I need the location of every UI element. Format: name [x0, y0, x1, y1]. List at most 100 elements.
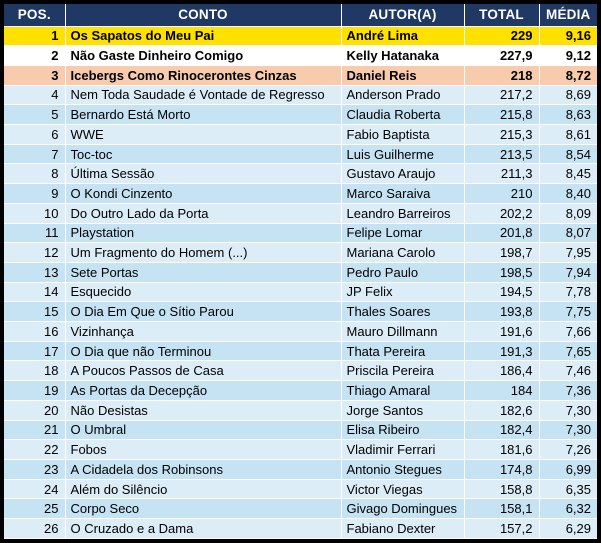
table-row: 4 Nem Toda Saudade é Vontade de Regresso A…: [4, 85, 597, 106]
pos-cell: 11: [4, 223, 66, 244]
media-cell: 7,78: [539, 282, 597, 303]
conto-cell: Um Fragmento do Homem (...): [65, 242, 342, 263]
table-row: 16 Vizinhança Mauro Dillmann 191,6 7,66: [4, 321, 597, 342]
media-cell: 6,99: [539, 459, 597, 480]
total-cell: 191,6: [464, 321, 540, 342]
autor-cell: Leandro Barreiros: [341, 203, 465, 224]
column-header-conto: CONTO: [65, 4, 342, 27]
autor-cell: Fabio Baptista: [341, 124, 465, 145]
pos-cell: 3: [4, 65, 66, 86]
total-cell: 157,2: [464, 518, 540, 539]
autor-cell: André Lima: [341, 26, 465, 47]
media-cell: 8,72: [539, 65, 597, 86]
conto-cell: Corpo Seco: [65, 498, 342, 520]
conto-cell: Sete Portas: [65, 262, 342, 283]
total-cell: 213,5: [464, 144, 540, 165]
autor-cell: Elisa Ribeiro: [341, 420, 465, 441]
pos-cell: 18: [4, 360, 66, 382]
total-cell: 198,5: [464, 262, 540, 283]
conto-cell: Não Desistas: [65, 400, 342, 421]
media-cell: 7,94: [539, 262, 597, 283]
pos-cell: 26: [4, 518, 66, 539]
pos-cell: 10: [4, 203, 66, 224]
media-cell: 8,61: [539, 124, 597, 145]
total-cell: 215,8: [464, 104, 540, 126]
column-header-pos: POS.: [4, 4, 66, 27]
table-row: 3 Icebergs Como Rinocerontes Cinzas Daniel…: [4, 65, 597, 86]
total-cell: 202,2: [464, 203, 540, 224]
total-cell: 217,2: [464, 85, 540, 106]
total-cell: 158,8: [464, 479, 540, 500]
total-cell: 227,9: [464, 45, 540, 66]
conto-cell: O Cruzado e a Dama: [65, 518, 342, 539]
column-header-autor: AUTOR(A): [341, 4, 465, 27]
total-cell: 210: [464, 183, 540, 204]
total-cell: 158,1: [464, 498, 540, 520]
autor-cell: Mauro Dillmann: [341, 321, 465, 342]
media-cell: 7,26: [539, 439, 597, 460]
pos-cell: 13: [4, 262, 66, 283]
table-row: 20 Não Desistas Jorge Santos 182,6 7,30: [4, 400, 597, 421]
conto-cell: Além do Silêncio: [65, 479, 342, 500]
media-cell: 8,45: [539, 163, 597, 185]
autor-cell: Thales Soares: [341, 301, 465, 323]
table-row: 23 A Cidadela dos Robinsons Antonio Stegue…: [4, 459, 597, 480]
autor-cell: Thata Pereira: [341, 341, 465, 362]
pos-cell: 22: [4, 439, 66, 460]
pos-cell: 2: [4, 45, 66, 66]
table-row: 24 Além do Silêncio Victor Viegas 158,8 6,35: [4, 479, 597, 500]
autor-cell: Givago Domingues: [341, 498, 465, 520]
total-cell: 174,8: [464, 459, 540, 480]
conto-cell: Nem Toda Saudade é Vontade de Regresso: [65, 85, 342, 106]
table-row: 13 Sete Portas Pedro Paulo 198,5 7,94: [4, 262, 597, 283]
media-cell: 7,46: [539, 360, 597, 382]
table-row: 22 Fobos Vladimir Ferrari 181,6 7,26: [4, 439, 597, 460]
autor-cell: Antonio Stegues: [341, 459, 465, 480]
media-cell: 8,63: [539, 104, 597, 126]
table-row: 2 Não Gaste Dinheiro Comigo Kelly Hatanaka…: [4, 45, 597, 66]
media-cell: 7,30: [539, 420, 597, 441]
column-header-media: MÉDIA: [539, 4, 597, 27]
table-row: 19 As Portas da Decepção Thiago Amaral 184 7…: [4, 380, 597, 401]
header-row: POS. CONTO AUTOR(A) TOTAL MÉDIA: [4, 4, 597, 27]
pos-cell: 20: [4, 400, 66, 421]
autor-cell: Luis Guilherme: [341, 144, 465, 165]
conto-cell: O Umbral: [65, 420, 342, 441]
column-header-total: TOTAL: [464, 4, 540, 27]
autor-cell: Daniel Reis: [341, 65, 465, 86]
autor-cell: Marco Saraiva: [341, 183, 465, 204]
media-cell: 6,29: [539, 518, 597, 539]
media-cell: 7,95: [539, 242, 597, 263]
media-cell: 8,40: [539, 183, 597, 204]
media-cell: 8,69: [539, 85, 597, 106]
autor-cell: Claudia Roberta: [341, 104, 465, 126]
conto-cell: Esquecido: [65, 282, 342, 303]
pos-cell: 21: [4, 420, 66, 441]
conto-cell: Vizinhança: [65, 321, 342, 342]
conto-cell: O Dia Em Que o Sítio Parou: [65, 301, 342, 323]
total-cell: 201,8: [464, 223, 540, 244]
table-row: 1 Os Sapatos do Meu Pai André Lima 229 9,16: [4, 26, 597, 47]
pos-cell: 6: [4, 124, 66, 145]
table-row: 21 O Umbral Elisa Ribeiro 182,4 7,30: [4, 420, 597, 441]
total-cell: 181,6: [464, 439, 540, 460]
table-row: 5 Bernardo Está Morto Claudia Roberta 215,8…: [4, 104, 597, 126]
table-row: 25 Corpo Seco Givago Domingues 158,1 6,32: [4, 498, 597, 520]
conto-cell: Icebergs Como Rinocerontes Cinzas: [65, 65, 342, 86]
total-cell: 182,4: [464, 420, 540, 441]
media-cell: 7,36: [539, 380, 597, 401]
total-cell: 191,3: [464, 341, 540, 362]
media-cell: 9,12: [539, 45, 597, 66]
pos-cell: 15: [4, 301, 66, 323]
total-cell: 218: [464, 65, 540, 86]
total-cell: 198,7: [464, 242, 540, 263]
conto-cell: Fobos: [65, 439, 342, 460]
pos-cell: 23: [4, 459, 66, 480]
pos-cell: 5: [4, 104, 66, 126]
conto-cell: Os Sapatos do Meu Pai: [65, 26, 342, 47]
media-cell: 7,75: [539, 301, 597, 323]
table-row: 18 A Poucos Passos de Casa Priscila Pereir…: [4, 360, 597, 382]
total-cell: 182,6: [464, 400, 540, 421]
table-row: 10 Do Outro Lado da Porta Leandro Barreiro…: [4, 203, 597, 224]
